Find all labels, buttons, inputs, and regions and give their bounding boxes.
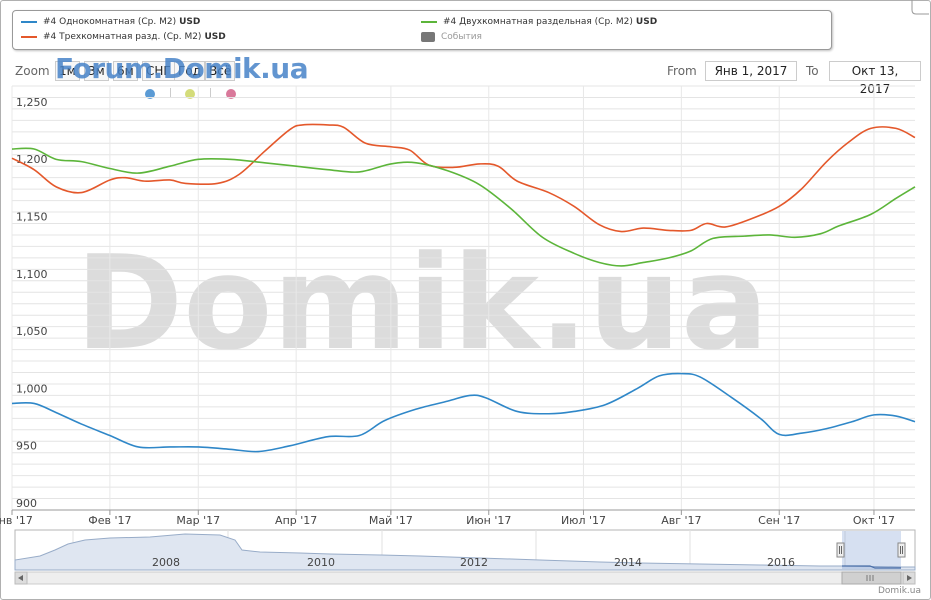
legend-label: #4 Трехкомнатная разд. (Ср. M2) — [43, 32, 202, 42]
legend-label: #4 Двухкомнатная раздельная (Ср. M2) — [443, 17, 633, 27]
legend-label: #4 Однокомнатная (Ср. M2) — [43, 17, 177, 27]
event-separator — [170, 88, 171, 98]
event-dot-pink[interactable] — [226, 89, 236, 99]
y-tick-label: 1,250 — [16, 96, 48, 109]
x-tick-label: Авг '17 — [661, 514, 701, 527]
x-tick-label: Апр '17 — [275, 514, 317, 527]
y-tick-label: 1,000 — [16, 382, 48, 395]
x-tick-label: Мар '17 — [176, 514, 220, 527]
series-line-0[interactable] — [11, 372, 916, 453]
x-tick-label: Июн '17 — [466, 514, 511, 527]
legend-swatch-three-room — [21, 36, 37, 38]
zoom-label: Zoom — [15, 64, 50, 78]
legend-swatch-two-room — [421, 21, 437, 23]
y-tick-label: 900 — [16, 497, 37, 510]
x-tick-label: Фев '17 — [88, 514, 131, 527]
range-from-input[interactable]: Янв 1, 2017 — [705, 61, 797, 81]
range-to-label: To — [806, 64, 819, 78]
event-dot-yellow[interactable] — [185, 89, 195, 99]
range-from-label: From — [667, 64, 697, 78]
event-dot-blue[interactable] — [145, 89, 155, 99]
x-tick-label: Сен '17 — [758, 514, 800, 527]
x-tick-label: Окт '17 — [853, 514, 895, 527]
legend-item-one-room[interactable]: #4 Однокомнатная (Ср. M2) USD — [21, 17, 200, 27]
zoom-button-year[interactable]: Год — [174, 61, 205, 81]
legend-swatch-events — [421, 32, 435, 42]
domik-watermark: Domik.ua — [75, 227, 768, 379]
series-line-1[interactable] — [11, 123, 916, 233]
y-tick-label: 1,050 — [16, 325, 48, 338]
zoom-button-1m[interactable]: 1м — [55, 61, 80, 81]
y-tick-label: 1,150 — [16, 211, 48, 224]
y-axis-ticks: 900 950 1,000 1,050 1,100 1,150 1,200 1,250 — [16, 96, 48, 510]
x-axis-ticks: Янв '17 Фев '17 Мар '17 Апр '17 Май '17 Июн '… — [0, 510, 895, 527]
x-tick-label: Июл '17 — [561, 514, 606, 527]
series-lines — [11, 123, 916, 453]
legend-item-three-room[interactable]: #4 Трехкомнатная разд. (Ср. M2) USD — [21, 32, 226, 42]
series-line-2[interactable] — [11, 147, 916, 267]
y-tick-label: 950 — [16, 440, 37, 453]
zoom-button-6m[interactable]: 6м — [113, 61, 138, 81]
legend: #4 Однокомнатная (Ср. M2) USD #4 Трехком… — [12, 10, 832, 50]
credit-text[interactable]: Domik.ua — [878, 586, 921, 596]
legend-unit: USD — [179, 17, 201, 27]
legend-label: События — [441, 32, 482, 42]
x-tick-label: Май '17 — [369, 514, 413, 527]
zoom-button-ytd[interactable]: СНГ — [142, 61, 175, 81]
x-grid-lines — [11, 86, 875, 510]
zoom-button-3m[interactable]: 3м — [84, 61, 109, 81]
legend-swatch-one-room — [21, 21, 37, 23]
legend-unit: USD — [635, 17, 658, 27]
legend-unit: USD — [204, 32, 226, 42]
x-tick-label: Янв '17 — [0, 514, 33, 527]
y-tick-label: 1,200 — [16, 153, 48, 166]
zoom-button-all[interactable]: Всё — [205, 61, 236, 81]
grid-lines — [12, 85, 915, 511]
y-tick-label: 1,100 — [16, 268, 48, 281]
event-separator — [210, 88, 211, 98]
legend-item-two-room[interactable]: #4 Двухкомнатная раздельная (Ср. M2) USD — [421, 17, 657, 27]
legend-item-events[interactable]: События — [421, 32, 482, 42]
